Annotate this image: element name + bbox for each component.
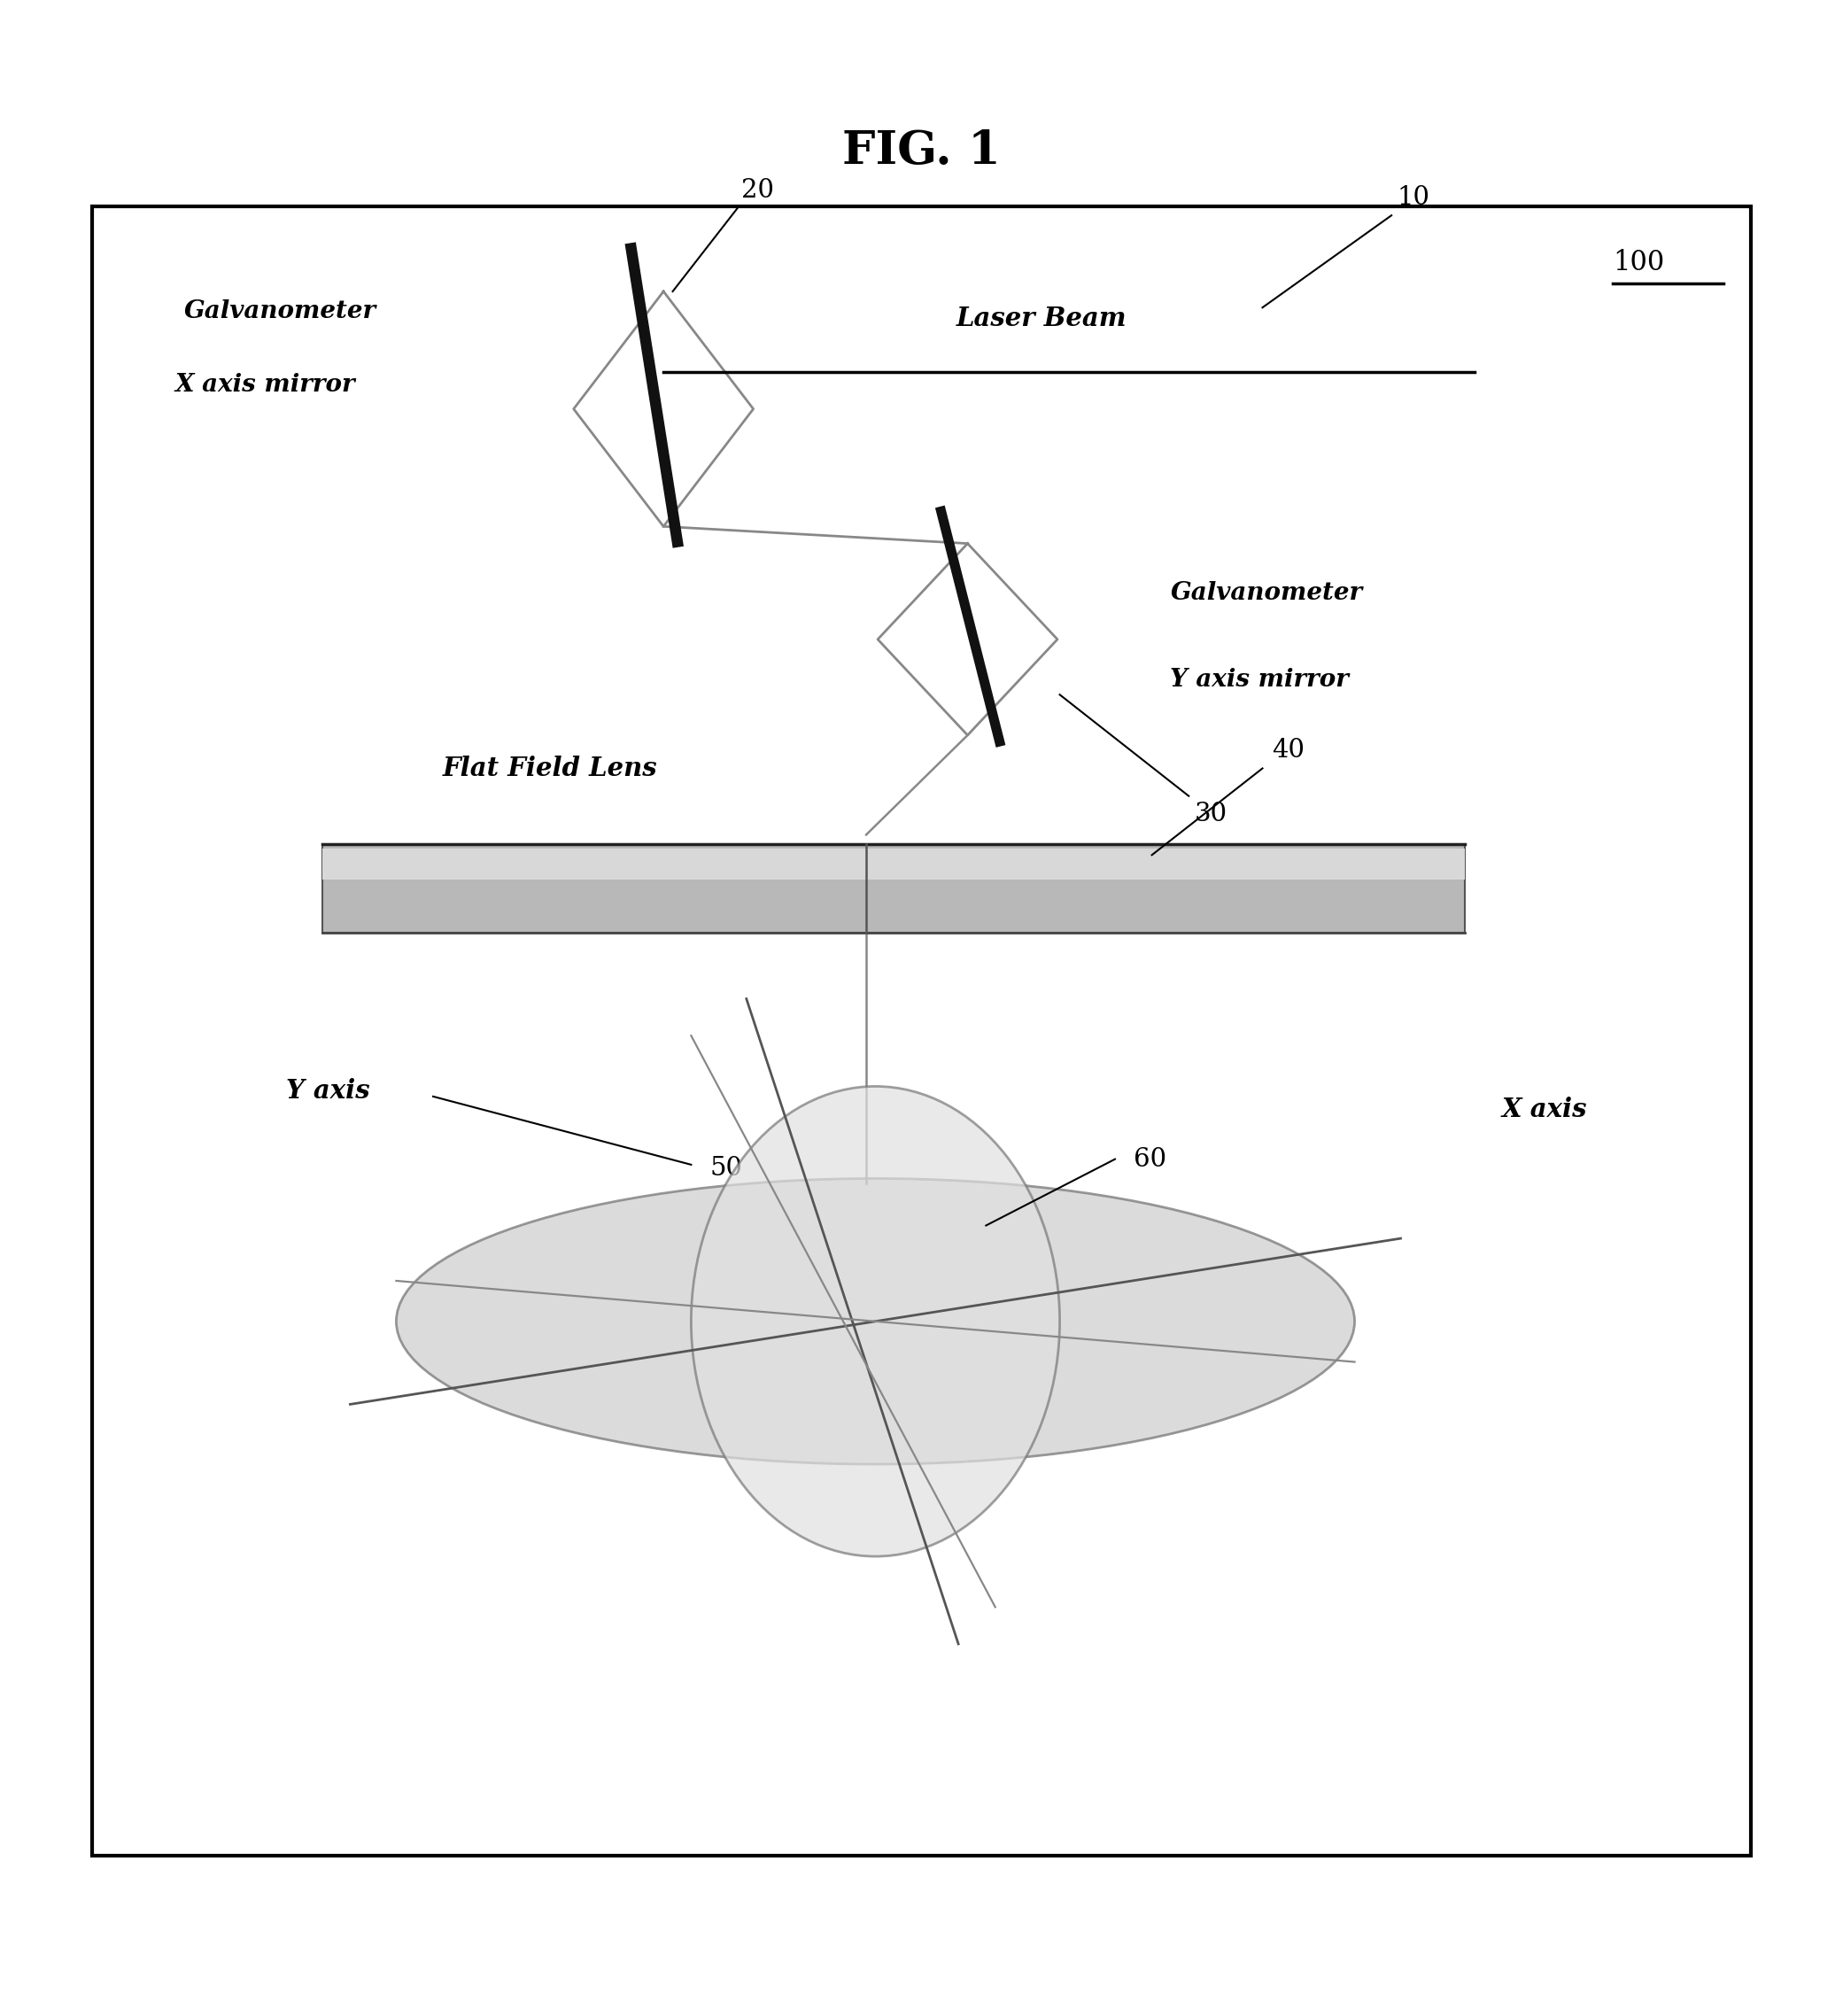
- Text: Galvanometer: Galvanometer: [1170, 581, 1362, 605]
- Text: Y axis mirror: Y axis mirror: [1170, 667, 1349, 691]
- Text: Galvanometer: Galvanometer: [184, 298, 376, 323]
- FancyBboxPatch shape: [92, 206, 1751, 1857]
- Text: 10: 10: [1397, 185, 1430, 210]
- Ellipse shape: [396, 1179, 1355, 1464]
- Text: FIG. 1: FIG. 1: [842, 129, 1001, 173]
- FancyBboxPatch shape: [323, 849, 1465, 879]
- Text: 50: 50: [710, 1155, 743, 1181]
- Text: 20: 20: [741, 177, 774, 204]
- Text: Y axis: Y axis: [286, 1079, 369, 1105]
- Text: 30: 30: [1194, 802, 1227, 827]
- Text: Flat Field Lens: Flat Field Lens: [442, 756, 658, 782]
- Text: 60: 60: [1133, 1147, 1167, 1171]
- Text: Laser Beam: Laser Beam: [957, 306, 1126, 331]
- Text: 100: 100: [1613, 248, 1664, 276]
- Text: 40: 40: [1272, 738, 1305, 762]
- Ellipse shape: [691, 1087, 1060, 1556]
- Text: X axis mirror: X axis mirror: [175, 373, 356, 397]
- FancyBboxPatch shape: [323, 845, 1465, 933]
- Text: X axis: X axis: [1502, 1097, 1587, 1123]
